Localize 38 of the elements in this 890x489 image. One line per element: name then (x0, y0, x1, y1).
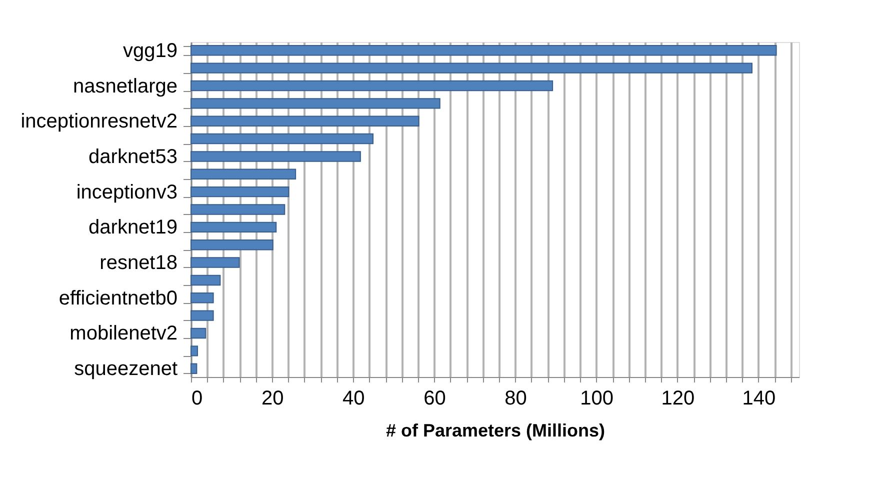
x-tick-label: 0 (192, 388, 203, 410)
x-tick-label: 40 (342, 388, 365, 410)
bar (190, 346, 198, 356)
bar (190, 239, 274, 250)
x-tick-label: 80 (504, 388, 527, 410)
bar (190, 168, 296, 180)
x-tick-label: 120 (661, 388, 695, 410)
bar (190, 204, 286, 215)
bar (190, 363, 198, 374)
bar (190, 186, 290, 198)
bar (190, 310, 214, 321)
x-axis-title: # of Parameters (Millions) (386, 420, 606, 440)
y-tick-label: mobilenetv2 (70, 322, 178, 345)
bar (190, 98, 440, 109)
bar (190, 257, 240, 268)
x-tick-label: 20 (261, 388, 284, 410)
y-tick-label: inceptionresnetv2 (20, 110, 178, 133)
y-tick-label: darknet53 (88, 146, 178, 168)
y-tick-label: squeezenet (74, 358, 178, 380)
bar (190, 274, 221, 286)
x-tick-label: 60 (424, 388, 446, 410)
y-tick-label: inceptionv3 (76, 181, 178, 204)
x-tick-label: 100 (580, 388, 614, 410)
bar (190, 133, 374, 144)
bar (190, 45, 777, 56)
bar (190, 116, 420, 126)
x-tick-label: 140 (742, 388, 776, 410)
bar (190, 80, 554, 92)
y-tick-label: resnet18 (100, 252, 178, 274)
y-tick-label: nasnetlarge (72, 75, 178, 98)
bar (190, 222, 277, 233)
y-tick-label: darknet19 (88, 216, 178, 239)
bar (190, 62, 752, 74)
bar (190, 328, 206, 339)
bar (190, 292, 214, 304)
y-tick-label: vgg19 (123, 40, 178, 62)
y-tick-label: efficientnetb0 (58, 287, 178, 310)
bar (190, 151, 361, 162)
